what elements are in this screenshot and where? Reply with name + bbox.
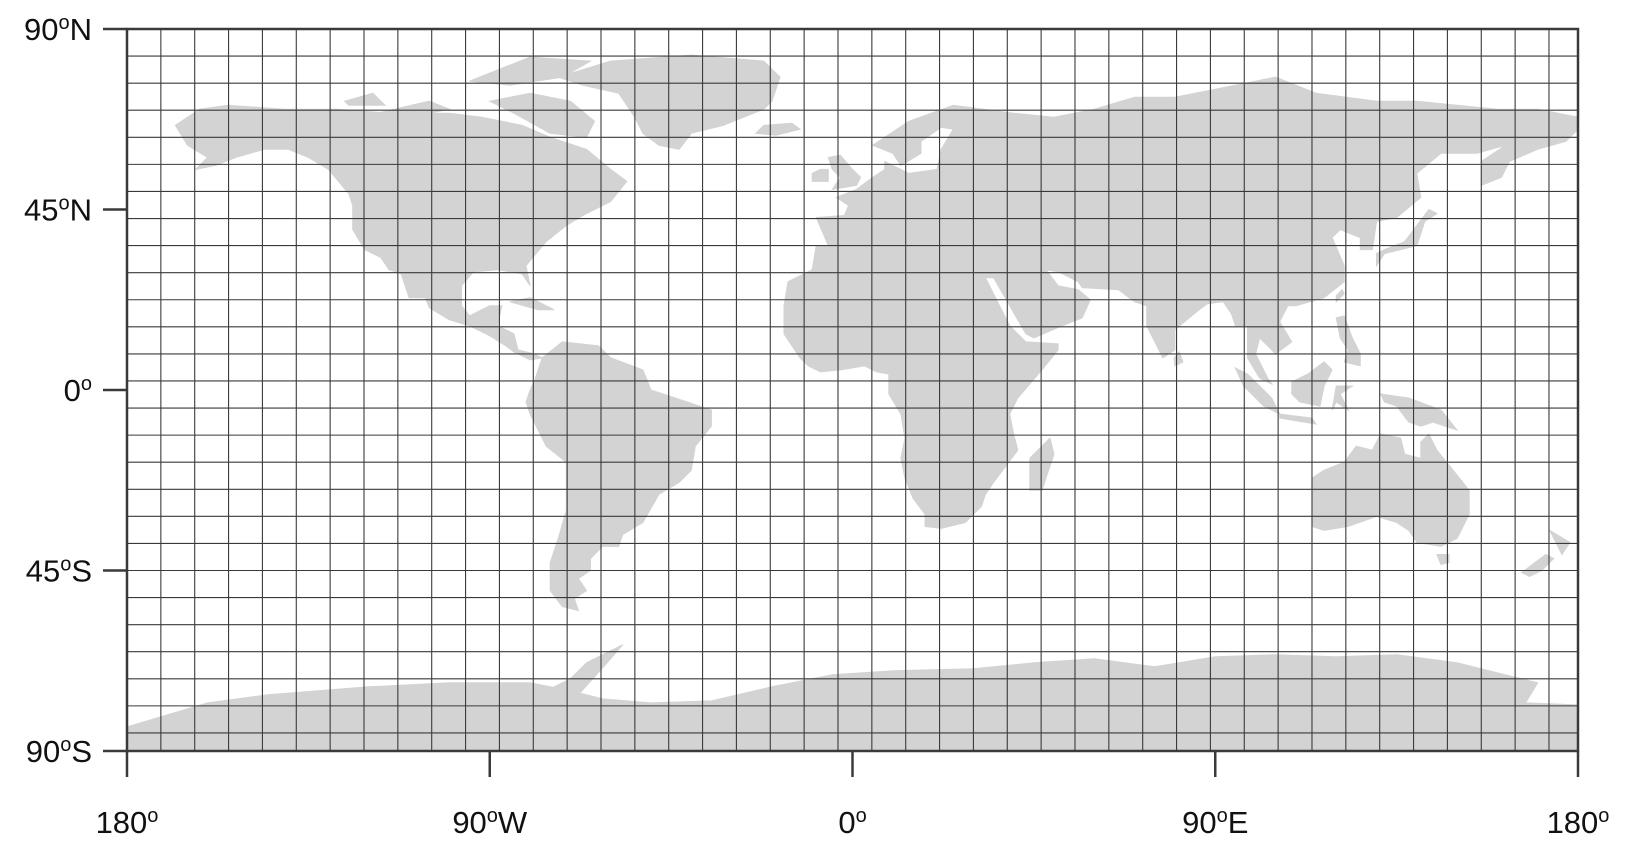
land-java — [1279, 413, 1318, 425]
land-japan — [1376, 208, 1438, 268]
lon-label-90e: 90oE — [1182, 805, 1248, 840]
land-north-america — [174, 104, 628, 361]
lat-label-90n: 90oN — [24, 12, 92, 47]
lon-label-180: 180o — [1547, 805, 1610, 840]
lat-label-0: 0o — [64, 373, 92, 408]
land-iceland — [754, 122, 802, 136]
land-layer — [126, 54, 1579, 752]
lon-label-180: 180o — [96, 805, 159, 840]
land-british-isles — [827, 154, 862, 191]
land-new-guinea — [1379, 393, 1459, 432]
lon-label-90w: 90oW — [452, 805, 528, 840]
lat-label-90s: 90oS — [26, 734, 92, 769]
lat-label-45s: 45oS — [26, 554, 92, 589]
land-baffin-island — [488, 92, 596, 138]
land-antarctic-peninsula — [552, 644, 624, 696]
land-philippines — [1335, 315, 1361, 367]
map-frame — [103, 27, 1580, 777]
land-madagascar — [1029, 437, 1055, 491]
land-antarctica — [126, 654, 1579, 752]
land-new-zealand-north — [1548, 529, 1571, 556]
land-ireland — [811, 168, 829, 182]
land-taiwan — [1335, 288, 1345, 304]
grid-layer — [127, 29, 1578, 751]
land-banks-island — [343, 92, 387, 106]
lon-label-0: 0o — [838, 805, 866, 840]
land-sulawesi — [1331, 385, 1354, 412]
longitude-labels: 180o 90oW 0o 90oE 180o — [96, 805, 1610, 840]
land-afro-eurasia — [783, 76, 1579, 529]
land-cuba — [509, 297, 555, 311]
latitude-labels: 90oN 45oN 0o 45oS 90oS — [24, 12, 92, 769]
land-australia — [1311, 433, 1470, 547]
land-arabia-iran-link — [956, 208, 1071, 275]
land-tasmania — [1436, 554, 1450, 566]
lat-label-45n: 45oN — [24, 193, 92, 228]
